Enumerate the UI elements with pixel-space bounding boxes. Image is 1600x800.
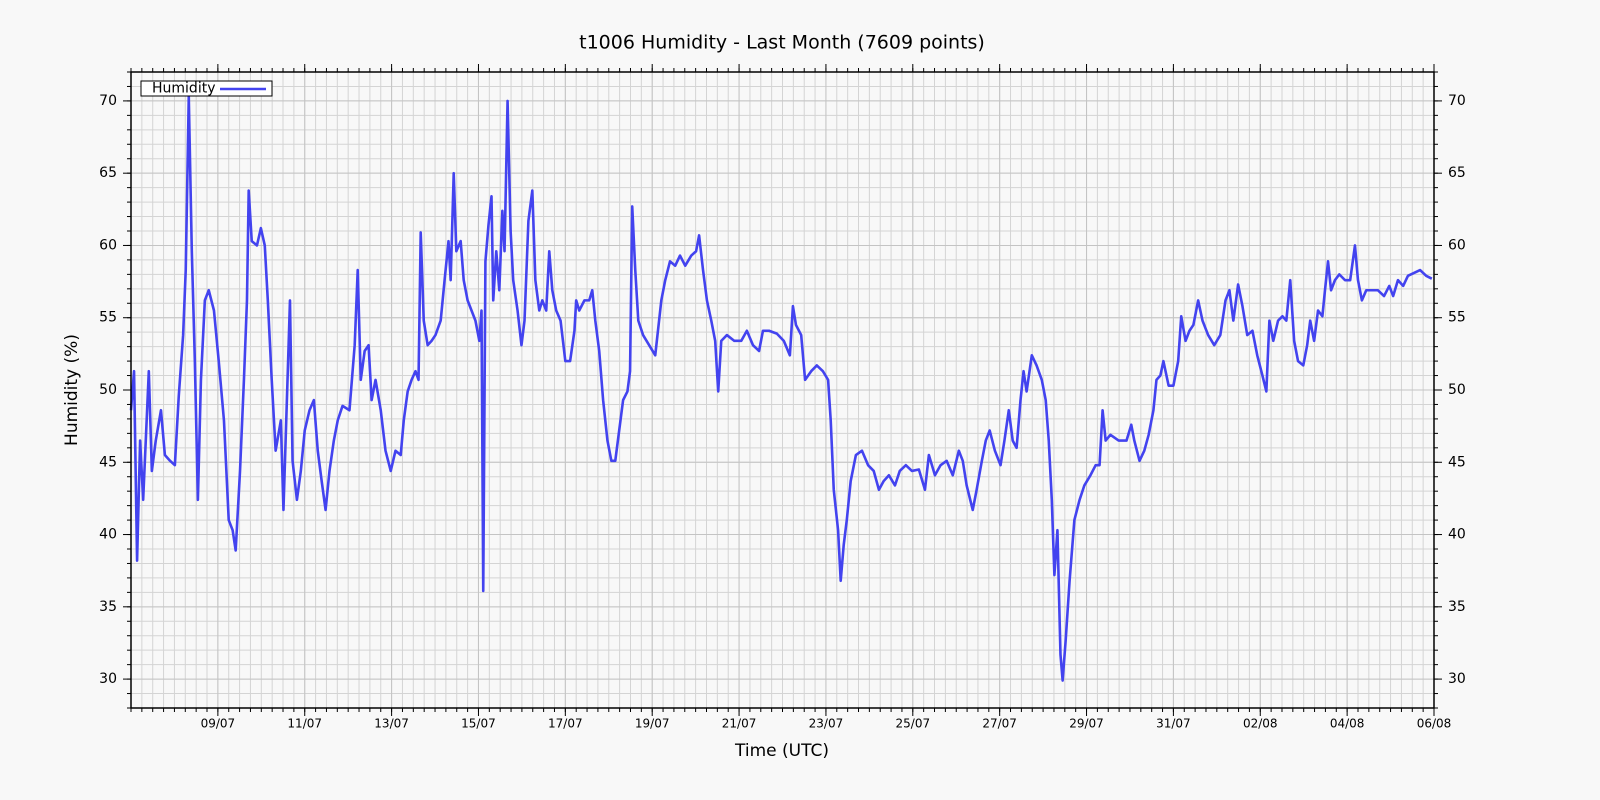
plot-frame bbox=[130, 71, 1435, 709]
y2-tick-label: 35 bbox=[1448, 599, 1466, 615]
x-axis-label: Time (UTC) bbox=[734, 741, 829, 761]
x-tick-label: 29/07 bbox=[1069, 717, 1104, 731]
y-tick-label: 55 bbox=[99, 310, 117, 326]
y-tick-label: 60 bbox=[99, 237, 117, 253]
x-tick-label: 19/07 bbox=[635, 717, 670, 731]
y-axis-label: Humidity (%) bbox=[62, 334, 82, 446]
x-tick-label: 13/07 bbox=[374, 717, 409, 731]
x-tick-label: 23/07 bbox=[809, 717, 844, 731]
x-tick-label: 15/07 bbox=[461, 717, 496, 731]
legend-label: Humidity bbox=[152, 81, 215, 97]
legend-box bbox=[140, 80, 273, 97]
x-tick-label: 17/07 bbox=[548, 717, 583, 731]
x-tick-label: 09/07 bbox=[201, 717, 236, 731]
y2-tick-label: 40 bbox=[1448, 527, 1466, 543]
x-tick-label: 27/07 bbox=[982, 717, 1017, 731]
x-tick-label: 25/07 bbox=[896, 717, 931, 731]
x-tick-label: 21/07 bbox=[722, 717, 757, 731]
x-tick-label: 04/08 bbox=[1330, 717, 1365, 731]
y-tick-label: 30 bbox=[99, 671, 117, 687]
y2-tick-label: 70 bbox=[1448, 93, 1466, 109]
x-tick-label: 11/07 bbox=[287, 717, 322, 731]
x-tick-label: 31/07 bbox=[1156, 717, 1191, 731]
y2-tick-label: 30 bbox=[1448, 671, 1466, 687]
x-tick-label: 06/08 bbox=[1417, 717, 1452, 731]
data-line bbox=[129, 95, 1433, 682]
y2-tick-label: 55 bbox=[1448, 310, 1466, 326]
y-tick-label: 50 bbox=[99, 382, 117, 398]
y2-tick-label: 45 bbox=[1448, 454, 1466, 470]
plot-area bbox=[129, 95, 1433, 682]
grid bbox=[130, 71, 1435, 709]
x-tick-label: 02/08 bbox=[1243, 717, 1278, 731]
y-tick-label: 65 bbox=[99, 165, 117, 181]
y2-tick-label: 50 bbox=[1448, 382, 1466, 398]
y-tick-label: 45 bbox=[99, 454, 117, 470]
y2-tick-label: 60 bbox=[1448, 237, 1466, 253]
axes: 30 30 35 35 40 40 45 45 50 50 55 55 60 60 65 65 70 70 09/0… bbox=[99, 64, 1466, 731]
y-tick-label: 35 bbox=[99, 599, 117, 615]
chart-title: t1006 Humidity - Last Month (7609 points… bbox=[579, 32, 985, 54]
y2-tick-label: 65 bbox=[1448, 165, 1466, 181]
y-tick-label: 70 bbox=[99, 93, 117, 109]
y-tick-label: 40 bbox=[99, 527, 117, 543]
legend: Humidity bbox=[140, 80, 273, 97]
